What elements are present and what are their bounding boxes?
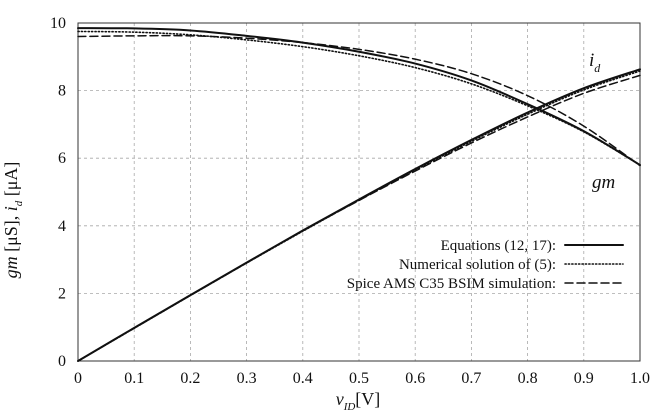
gm-curve-label: gm bbox=[592, 172, 615, 193]
x-tick-label: 0 bbox=[74, 370, 82, 387]
legend-label: Spice AMS C35 BSIM simulation: bbox=[347, 276, 556, 292]
y-axis-label-id: i bbox=[1, 206, 21, 211]
x-tick-label: 1.0 bbox=[630, 370, 650, 387]
x-tick-label: 0.1 bbox=[124, 370, 144, 387]
x-tick-label: 0.5 bbox=[349, 370, 369, 387]
plot-area-border bbox=[77, 22, 641, 362]
x-tick-label: 0.3 bbox=[237, 370, 257, 387]
x-tick-label: 0.9 bbox=[574, 370, 594, 387]
x-tick-label: 0.6 bbox=[405, 370, 425, 387]
legend: Equations (12, 17): Numerical solution of… bbox=[347, 238, 624, 292]
y-axis-label-id-unit: [μA] bbox=[1, 162, 21, 201]
grid bbox=[78, 23, 640, 361]
x-axis-label-main: v bbox=[336, 389, 344, 409]
y-tick-label: 6 bbox=[58, 150, 66, 167]
y-tick-label: 4 bbox=[58, 218, 66, 235]
id-curve-label: id bbox=[589, 50, 601, 75]
y-tick-label: 2 bbox=[58, 285, 66, 302]
id-curve-label-sub: d bbox=[594, 61, 601, 75]
y-tick-label: 10 bbox=[50, 15, 66, 32]
series-line-dashed bbox=[77, 74, 641, 362]
x-tick-label: 0.7 bbox=[461, 370, 481, 387]
tick-labels: 0 0.1 0.2 0.3 0.4 0.5 0.6 0.7 0.8 0.9 1.0 0 2 4 6 8 10 bbox=[50, 15, 650, 387]
x-axis-label-sub: ID bbox=[343, 401, 356, 413]
legend-label: Numerical solution of (5): bbox=[399, 257, 556, 273]
series-line-dotted bbox=[77, 30, 641, 166]
series-line-solid bbox=[77, 27, 641, 166]
y-tick-label: 0 bbox=[58, 353, 66, 370]
plot-curves bbox=[77, 27, 641, 362]
legend-label: Equations (12, 17): bbox=[441, 238, 556, 254]
x-tick-label: 0.8 bbox=[518, 370, 538, 387]
y-axis-label-gm-unit: [μS], bbox=[1, 211, 21, 256]
y-tick-label: 8 bbox=[58, 83, 66, 100]
x-tick-label: 0.2 bbox=[180, 370, 200, 387]
y-axis-label: gm [μS], id [μA] bbox=[1, 162, 25, 279]
y-axis-label-gm: gm bbox=[1, 256, 21, 278]
x-axis-label-unit: [V] bbox=[355, 389, 380, 409]
x-axis-label: vID[V] bbox=[336, 389, 381, 413]
x-tick-label: 0.4 bbox=[293, 370, 313, 387]
id-curve-label-main: i bbox=[589, 50, 594, 71]
y-axis-label-id-sub: d bbox=[13, 200, 25, 206]
